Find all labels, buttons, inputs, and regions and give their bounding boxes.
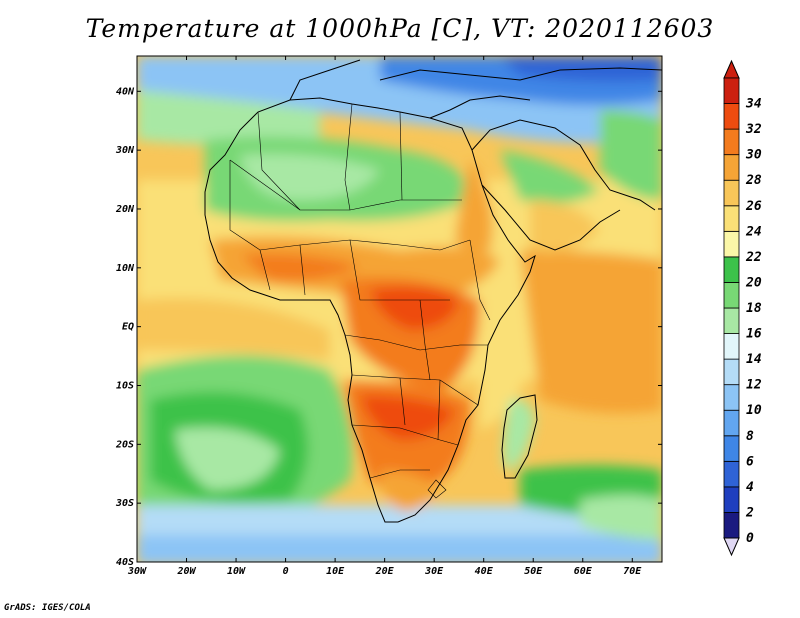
- colorbar-label: 28: [745, 173, 762, 188]
- lat-tick-label: 40N: [116, 86, 135, 97]
- colorbar-swatch: [723, 77, 740, 104]
- lon-tick-label: 30W: [127, 566, 147, 577]
- colorbar-label: 16: [746, 327, 762, 342]
- lat-tick-label: 30N: [115, 145, 135, 156]
- colorbar-label: 32: [745, 122, 762, 137]
- map-field: [137, 56, 662, 562]
- colorbar-label: 18: [746, 301, 762, 316]
- country-borders: [229, 103, 491, 499]
- axis-ticks: 30W 20W 10W 0 10E 20E 30E 40E 50E 60E 70E 40N 30N 20N…: [115, 56, 662, 577]
- colorbar-swatch: [723, 333, 740, 360]
- colorbar-label: 14: [746, 352, 762, 367]
- colorbar-swatch: [723, 230, 740, 258]
- colorbar-label: 4: [746, 480, 754, 495]
- colorbar-swatch: [723, 307, 740, 334]
- colorbar-swatch: [723, 512, 740, 539]
- lon-tick-label: 40E: [475, 566, 494, 577]
- lon-tick-label: 30E: [424, 566, 444, 577]
- colorbar-swatch: [723, 384, 740, 411]
- colorbar-label: 10: [746, 403, 762, 418]
- colorbar-label: 12: [746, 378, 762, 393]
- colorbar-swatch: [723, 154, 740, 181]
- colorbar-label: 20: [745, 275, 762, 290]
- map-title: Temperature at 1000hPa [C], VT: 20201126…: [85, 14, 715, 43]
- colorbar-label: 24: [745, 224, 762, 239]
- lon-tick-label: 50E: [524, 566, 543, 577]
- lat-tick-label: 20S: [115, 439, 134, 450]
- colorbar-label: 30: [745, 148, 762, 163]
- lat-tick-label: 40S: [116, 557, 134, 568]
- lat-tick-label: EQ: [122, 322, 134, 333]
- colorbar-label: 8: [746, 429, 754, 444]
- lon-tick-label: 60E: [574, 566, 593, 577]
- lat-tick-label: 10N: [116, 263, 135, 274]
- lon-tick-label: 20W: [176, 566, 196, 577]
- lon-tick-label: 10W: [227, 566, 246, 577]
- colorbar-swatch: [723, 179, 740, 207]
- colorbar-swatch: [723, 435, 740, 462]
- colorbar-label: 6: [746, 454, 754, 469]
- colorbar-label: 0: [746, 531, 754, 546]
- map-frame: [136, 55, 663, 563]
- colorbar-swatch: [723, 103, 740, 130]
- footer-credit: GrADS: IGES/COLA: [4, 603, 91, 613]
- colorbar-label: 26: [745, 199, 762, 214]
- colorbar-label: 2: [745, 505, 754, 520]
- colorbar-label: 22: [745, 250, 762, 265]
- lon-tick-label: 70E: [623, 566, 642, 577]
- colorbar-swatch: [723, 205, 740, 232]
- lon-tick-label: 10E: [326, 566, 345, 577]
- lon-tick-label: 0: [283, 566, 289, 577]
- lat-tick-label: 30S: [115, 498, 134, 509]
- colorbar-swatch: [723, 409, 740, 437]
- colorbar-swatch: [723, 460, 740, 488]
- colorbar-swatch: [723, 358, 740, 386]
- colorbar-swatch: [723, 256, 740, 283]
- coastlines: [204, 59, 662, 523]
- colorbar-swatch: [723, 128, 740, 156]
- colorbar-swatch: [723, 282, 740, 309]
- colorbar-under-arrow: [723, 537, 740, 557]
- lat-tick-label: 10S: [116, 380, 134, 391]
- lat-tick-label: 20N: [115, 204, 135, 215]
- colorbar-label: 34: [745, 97, 762, 112]
- colorbar-swatch: [723, 486, 740, 513]
- lon-tick-label: 20E: [375, 566, 395, 577]
- colorbar-over-arrow: [723, 59, 740, 79]
